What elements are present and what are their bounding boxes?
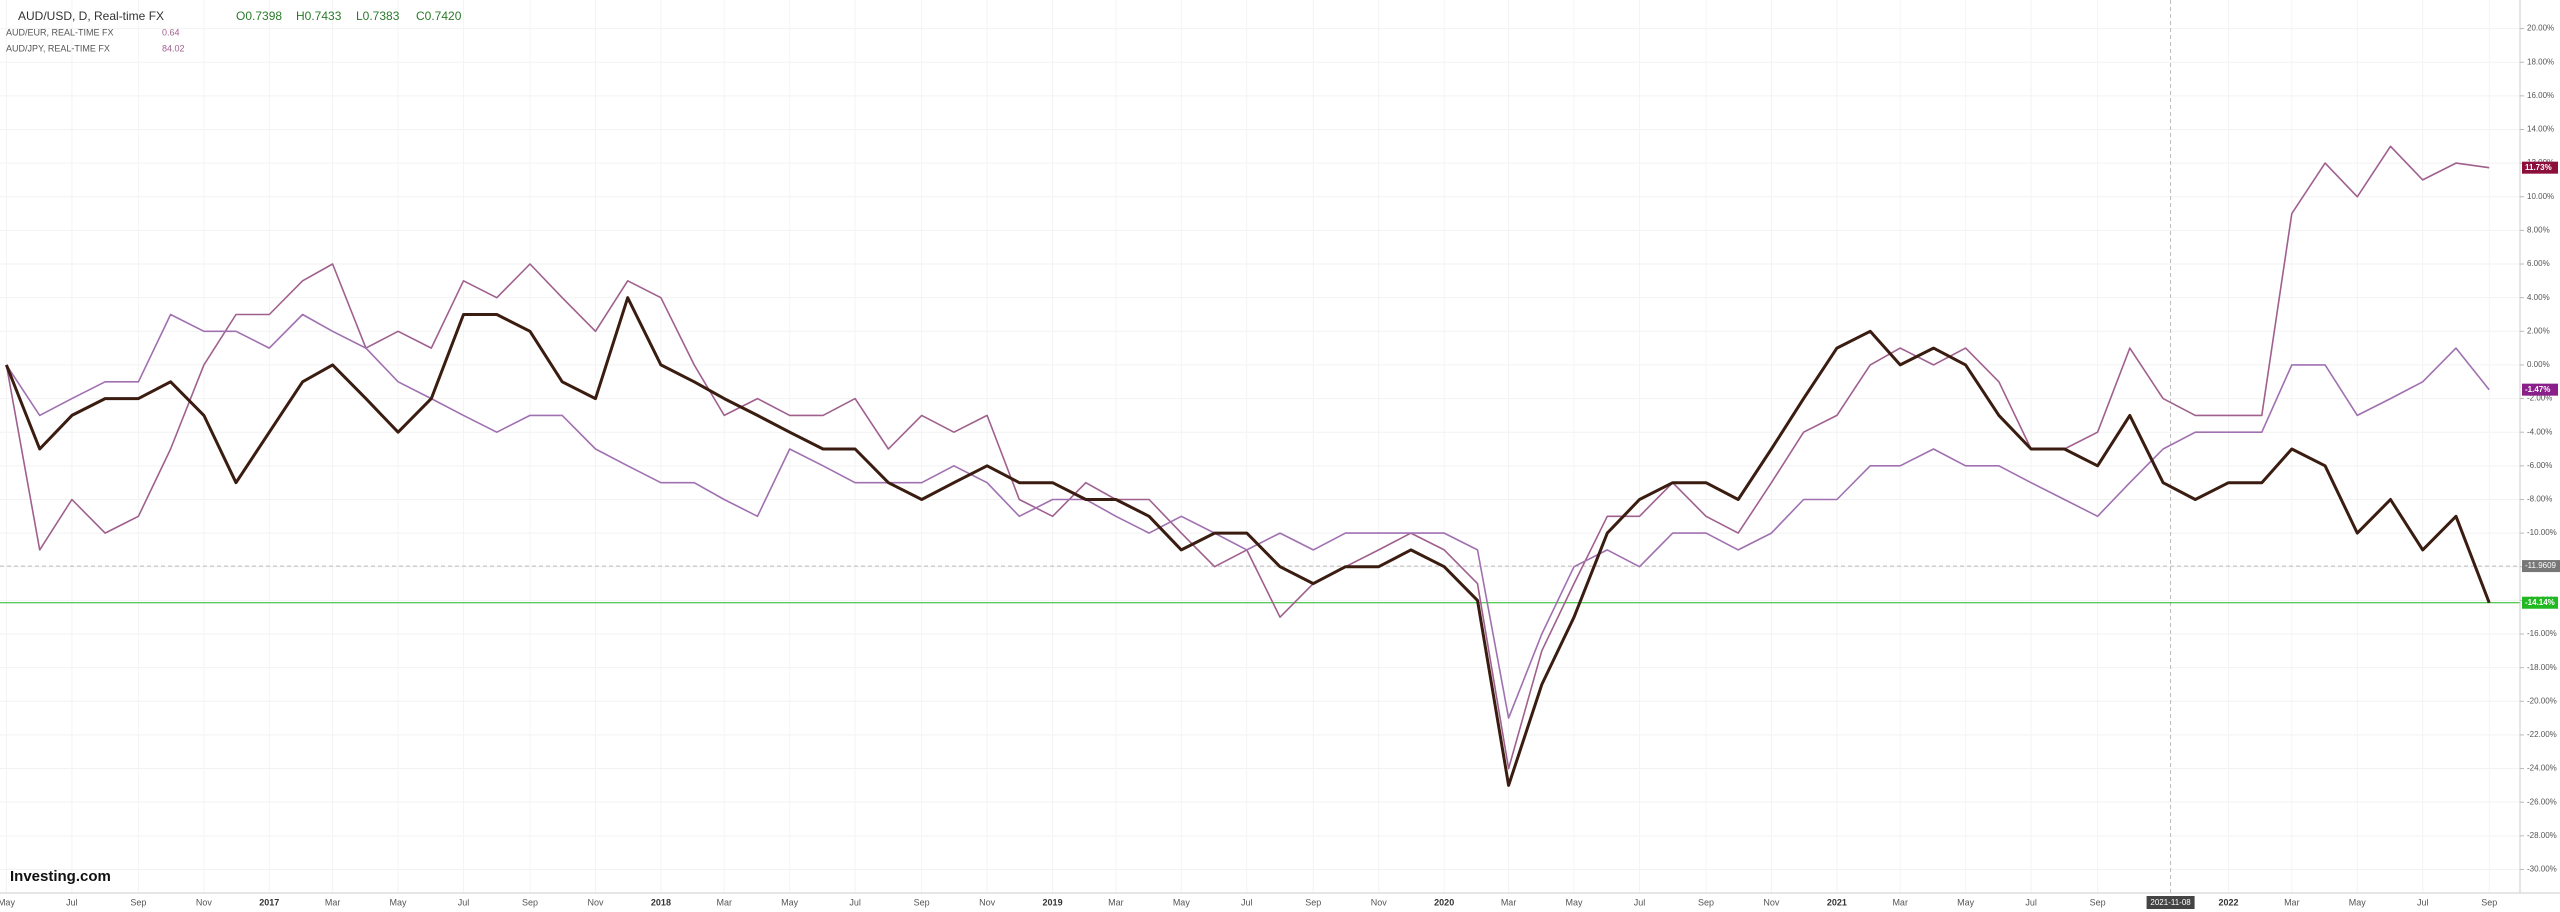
y-tick-label: -28.00% <box>2527 831 2557 840</box>
x-tick-label: Nov <box>587 897 604 907</box>
y-tick-label: -20.00% <box>2527 696 2557 705</box>
crosshair-x-label: 2021-11-08 <box>2150 898 2191 907</box>
crosshair-x-badge <box>2146 896 2195 909</box>
x-tick-label: Nov <box>1763 897 1780 907</box>
x-tick-label: Mar <box>2284 897 2300 907</box>
y-tick-label: -22.00% <box>2527 730 2557 739</box>
y-tick-label: 4.00% <box>2527 293 2550 302</box>
y-tick-label: 16.00% <box>2527 91 2554 100</box>
x-tick-label: Jul <box>1241 897 1253 907</box>
last-value-badge <box>2522 383 2558 396</box>
x-tick-label: Sep <box>130 897 146 907</box>
x-tick-label: May <box>390 897 408 907</box>
x-tick-label: Jul <box>2025 897 2037 907</box>
y-tick-label: 14.00% <box>2527 125 2554 134</box>
y-tick-label: -6.00% <box>2527 461 2552 470</box>
x-tick-label: Sep <box>1698 897 1714 907</box>
y-tick-label: 8.00% <box>2527 226 2550 235</box>
x-tick-label: Mar <box>1501 897 1517 907</box>
ohlc-open: O0.7398 <box>236 9 282 23</box>
x-tick-label: Sep <box>522 897 538 907</box>
x-tick-label: Sep <box>914 897 930 907</box>
y-tick-label: 18.00% <box>2527 57 2554 66</box>
last-value-badge <box>2522 596 2558 609</box>
y-tick-label: 10.00% <box>2527 192 2554 201</box>
x-tick-label: 2020 <box>1434 897 1454 907</box>
x-tick-label: 2022 <box>2219 897 2239 907</box>
y-tick-label: -26.00% <box>2527 797 2557 806</box>
legend-price: 84.02 <box>162 43 185 53</box>
x-tick-label: Sep <box>2090 897 2106 907</box>
y-tick-label: -18.00% <box>2527 663 2557 672</box>
x-tick-label: Mar <box>1892 897 1908 907</box>
x-tick-label: Mar <box>1108 897 1124 907</box>
x-tick-label: Jul <box>849 897 861 907</box>
legend-price: 0.64 <box>162 27 180 37</box>
x-tick-label: Nov <box>1371 897 1388 907</box>
x-tick-label: May <box>2349 897 2367 907</box>
y-tick-label: -16.00% <box>2527 629 2557 638</box>
symbol-title: AUD/USD, D, Real-time FX <box>18 9 164 23</box>
series-line <box>5 313 2490 719</box>
x-tick-label: Sep <box>2481 897 2497 907</box>
x-tick-label: May <box>1173 897 1191 907</box>
x-tick-label: Jul <box>2417 897 2429 907</box>
x-tick-label: 2018 <box>651 897 671 907</box>
legend-entry: AUD/JPY, REAL-TIME FX <box>6 43 110 53</box>
y-tick-label: -2.00% <box>2527 394 2552 403</box>
x-tick-label: Mar <box>716 897 732 907</box>
x-tick-label: Nov <box>196 897 213 907</box>
y-tick-label: 2.00% <box>2527 326 2550 335</box>
x-tick-label: May <box>1566 897 1584 907</box>
x-tick-label: May <box>781 897 799 907</box>
x-tick-label: Jul <box>458 897 470 907</box>
x-tick-label: Jul <box>66 897 78 907</box>
series-line <box>5 296 2491 787</box>
y-tick-label: 20.00% <box>2527 24 2554 33</box>
last-value-label: -14.14% <box>2525 598 2555 607</box>
last-value-label: -1.47% <box>2525 385 2550 394</box>
x-tick-label: May <box>0 897 15 907</box>
y-tick-label: 6.00% <box>2527 259 2550 268</box>
y-tick-label: -24.00% <box>2527 764 2557 773</box>
brand-logo: Investing.com <box>10 868 111 885</box>
y-tick-label: -4.00% <box>2527 427 2552 436</box>
x-tick-label: Jul <box>1634 897 1646 907</box>
y-tick-label: 0.00% <box>2527 360 2550 369</box>
y-tick-label: -10.00% <box>2527 528 2557 537</box>
ohlc-high: H0.7433 <box>296 9 342 23</box>
ohlc-close: C0.7420 <box>416 9 462 23</box>
x-tick-label: 2021 <box>1827 897 1847 907</box>
crosshair-y-label: -11.9609 <box>2525 561 2557 570</box>
y-tick-label: -30.00% <box>2527 865 2557 874</box>
last-value-label: 11.73% <box>2525 163 2552 172</box>
y-tick-label: -8.00% <box>2527 495 2552 504</box>
x-tick-label: Mar <box>325 897 341 907</box>
x-tick-label: Sep <box>1305 897 1321 907</box>
legend-entry: AUD/EUR, REAL-TIME FX <box>6 27 114 37</box>
x-tick-label: May <box>1957 897 1975 907</box>
x-tick-label: Nov <box>979 897 996 907</box>
x-tick-label: 2017 <box>259 897 279 907</box>
ohlc-low: L0.7383 <box>356 9 400 23</box>
x-tick-label: 2019 <box>1043 897 1063 907</box>
last-value-badge <box>2522 161 2558 174</box>
crosshair-y-badge <box>2522 560 2560 573</box>
